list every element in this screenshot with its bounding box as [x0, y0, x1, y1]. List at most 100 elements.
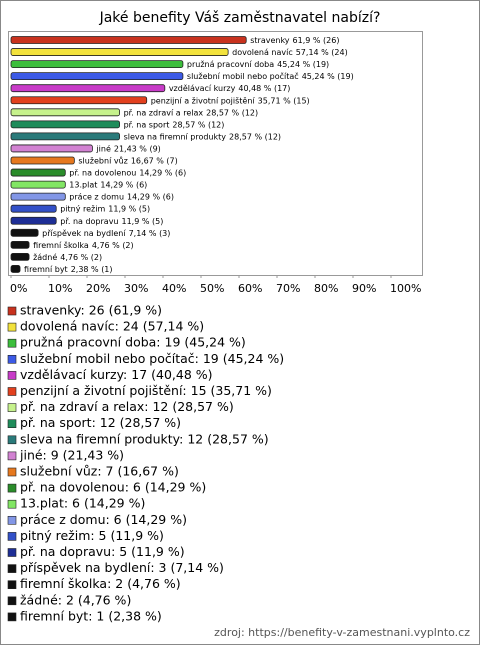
x-tick-label: 50% — [200, 282, 224, 295]
bar-label-value: 11,9 % (5) — [122, 216, 164, 225]
legend-label: sleva na firemní produkty: 12 (28,57 %) — [20, 431, 269, 446]
legend-label: př. na sport: 12 (28,57 %) — [20, 415, 181, 430]
bar-label-category: příspěvek na bydlení — [42, 228, 126, 237]
bar-label: práce z domu 14,29 % (6) — [69, 192, 174, 201]
legend-label: příspěvek na bydlení: 3 (7,14 %) — [20, 560, 224, 575]
bar-label-value: 4,76 % (2) — [60, 252, 102, 261]
chart-title: Jaké benefity Váš zaměstnavatel nabízí? — [99, 10, 381, 26]
legend-swatch — [7, 515, 17, 525]
x-tick-label: 10% — [48, 282, 72, 295]
bar-label-category: př. na sport — [124, 120, 170, 129]
bar-label-value: 40,48 % (17) — [238, 84, 290, 93]
legend-swatch — [7, 612, 17, 622]
bar-label-category: firemní byt — [24, 264, 68, 273]
bar-label: př. na zdraví a relax 28,57 % (12) — [124, 108, 259, 117]
bar — [10, 60, 184, 68]
bar-label: pitný režim 11,9 % (5) — [60, 204, 150, 213]
legend-label: př. na dovolenou: 6 (14,29 %) — [20, 480, 206, 495]
legend-swatch — [7, 467, 17, 477]
bar — [10, 204, 57, 213]
legend-label: firemní byt: 1 (2,38 %) — [20, 608, 162, 623]
bar-label-category: vzdělávací kurzy — [169, 84, 236, 93]
bar-label-category: dovolená navíc — [232, 48, 293, 57]
legend-swatch — [7, 306, 17, 316]
bar-label-category: 13.plat — [69, 180, 97, 189]
legend-label: př. na dopravu: 5 (11,9 %) — [20, 544, 185, 559]
legend-label: pružná pracovní doba: 19 (45,24 %) — [20, 335, 246, 350]
legend-swatch — [7, 532, 17, 541]
legend-swatch — [7, 322, 17, 332]
bar-label: firemní byt 2,38 % (1) — [24, 264, 113, 273]
bar-label-value: 28,57 % (12) — [229, 132, 281, 141]
legend-label: firemní školka: 2 (4,76 %) — [20, 576, 181, 591]
bar-label: sleva na firemní produkty 28,57 % (12) — [124, 132, 281, 141]
bar-label-value: 14,29 % (6) — [127, 192, 174, 201]
bar — [10, 252, 30, 261]
x-tick-label: 30% — [124, 282, 148, 295]
source: zdroj: https://benefity-v-zamestnani.vyp… — [214, 626, 470, 639]
bar-label-value: 57,14 % (24) — [296, 48, 348, 57]
legend-label: penzijní a životní pojištění: 15 (35,71 … — [20, 383, 272, 398]
bar — [10, 84, 166, 93]
legend-swatch — [7, 338, 17, 348]
bar-label: př. na sport 28,57 % (12) — [124, 120, 225, 129]
legend-swatch — [7, 371, 17, 380]
x-tick-label: 0% — [10, 282, 27, 295]
bar — [10, 265, 21, 273]
legend-swatch — [7, 596, 17, 606]
x-tick-label: 70% — [276, 282, 300, 295]
bar — [10, 228, 39, 237]
legend-label: vzdělávací kurzy: 17 (40,48 %) — [20, 367, 213, 382]
bar-label-category: sleva na firemní produkty — [124, 132, 227, 141]
bar-label-category: služební mobil nebo počítač — [187, 71, 299, 81]
bar — [10, 168, 66, 177]
legend-label: jiné: 9 (21,43 %) — [19, 447, 124, 462]
x-tick-label: 80% — [314, 282, 338, 295]
bar-label-value: 11,9 % (5) — [108, 204, 150, 213]
bar-label-category: pitný režim — [60, 204, 105, 213]
bar-label-category: pružná pracovní doba — [187, 60, 274, 69]
legend-label: př. na zdraví a relax: 12 (28,57 %) — [20, 399, 234, 414]
legend-swatch — [7, 548, 17, 557]
bar-label-category: jiné — [95, 143, 111, 153]
bar — [10, 216, 57, 225]
legend-swatch — [7, 419, 17, 429]
bar-label-value: 2,38 % (1) — [71, 264, 113, 273]
bar-label-value: 28,57 % (12) — [206, 108, 258, 117]
bar-label: stravenky 61,9 % (26) — [250, 36, 339, 45]
legend-label: žádné: 2 (4,76 %) — [20, 592, 131, 607]
bar — [10, 96, 148, 105]
bar — [10, 120, 120, 129]
bar-label-value: 35,71 % (15) — [258, 96, 310, 105]
bar — [10, 180, 66, 189]
legend-label: služební vůz: 7 (16,67 %) — [20, 464, 179, 479]
bar — [10, 156, 75, 165]
bar-label: žádné 4,76 % (2) — [33, 251, 102, 261]
bar-label-category: práce z domu — [69, 192, 124, 201]
legend-label: stravenky: 26 (61,9 %) — [20, 303, 162, 318]
legend-swatch — [7, 354, 17, 364]
bar-label: jiné 21,43 % (9) — [95, 143, 160, 153]
bar-label: firemní školka 4,76 % (2) — [33, 239, 134, 249]
bar-label: služební vůz 16,67 % (7) — [78, 155, 177, 165]
legend-swatch — [7, 580, 17, 590]
legend-swatch — [7, 451, 17, 461]
bar — [10, 144, 93, 153]
bar-label: př. na dopravu 11,9 % (5) — [60, 216, 163, 225]
legend-swatch — [7, 387, 17, 396]
bar-label-value: 21,43 % (9) — [114, 144, 161, 153]
bar — [10, 132, 120, 141]
plot-area — [8, 31, 423, 276]
legend-swatch — [7, 435, 17, 445]
legend-swatch — [7, 483, 17, 493]
bar — [10, 72, 184, 81]
bar — [10, 48, 229, 56]
bar — [10, 36, 247, 44]
x-tick-label: 20% — [86, 282, 110, 295]
bar-label: služební mobil nebo počítač 45,24 % (19) — [187, 71, 354, 81]
bar-label: 13.plat 14,29 % (6) — [69, 180, 147, 189]
legend-label: služební mobil nebo počítač: 19 (45,24 %… — [20, 351, 284, 366]
x-tick-label: 90% — [352, 282, 376, 295]
bar-label-category: př. na dovolenou — [69, 168, 136, 177]
